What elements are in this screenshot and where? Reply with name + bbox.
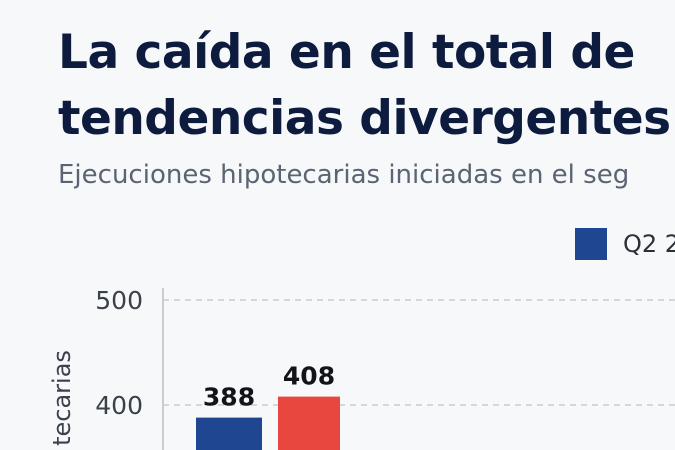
title-line-2: tendencias divergentes (58, 91, 671, 146)
y-axis-label: tecarias (48, 350, 76, 446)
legend-swatch-q2 (575, 228, 607, 260)
legend-label-q2: Q2 2 (623, 230, 675, 258)
bar-series-2 (278, 396, 340, 450)
y-tick-label-400: 400 (95, 391, 143, 420)
bar-series-1 (196, 417, 262, 450)
chart-title: La caída en el total de tendencias diver… (58, 20, 675, 152)
legend: Q2 2 (575, 228, 675, 260)
chart-subtitle: Ejecuciones hipotecarias iniciadas en el… (58, 160, 630, 190)
data-label-series-2: 408 (283, 362, 335, 391)
y-tick-label-500: 500 (95, 286, 143, 315)
title-line-1: La caída en el total de (58, 25, 635, 80)
data-label-series-1: 388 (203, 383, 255, 412)
